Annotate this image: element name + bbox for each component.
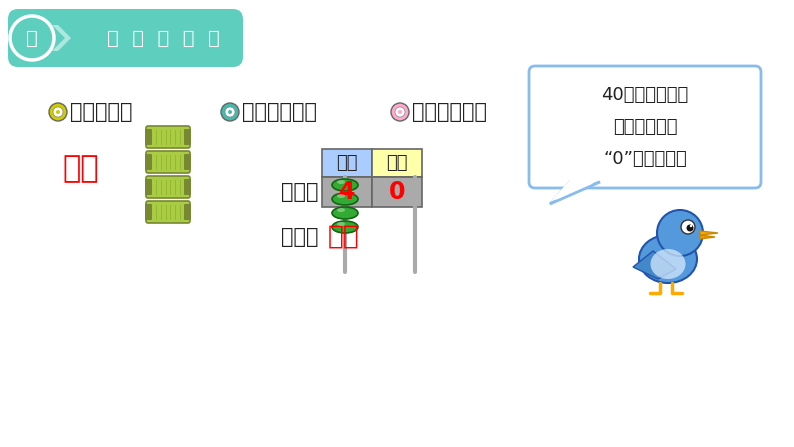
FancyBboxPatch shape (372, 177, 422, 207)
Text: 读作：: 读作： (280, 227, 318, 247)
Text: 有二十七粒，: 有二十七粒， (242, 102, 317, 122)
Ellipse shape (332, 221, 358, 233)
Ellipse shape (337, 194, 345, 198)
Ellipse shape (332, 179, 358, 191)
FancyBboxPatch shape (184, 129, 191, 145)
Text: 4: 4 (339, 180, 355, 204)
FancyBboxPatch shape (322, 177, 372, 207)
Ellipse shape (337, 208, 345, 212)
Circle shape (53, 107, 63, 117)
FancyBboxPatch shape (184, 179, 191, 195)
Ellipse shape (650, 249, 685, 279)
Text: 珠子都没有，: 珠子都没有， (613, 118, 677, 136)
Text: 一: 一 (26, 29, 38, 47)
Circle shape (225, 107, 235, 117)
FancyBboxPatch shape (8, 9, 243, 67)
FancyBboxPatch shape (322, 149, 372, 177)
Ellipse shape (337, 180, 345, 184)
Text: 一  探  究  新  知: 一 探 究 新 知 (106, 29, 219, 47)
Circle shape (395, 107, 405, 117)
FancyBboxPatch shape (145, 154, 152, 170)
Ellipse shape (337, 222, 345, 226)
FancyBboxPatch shape (146, 126, 190, 148)
Circle shape (10, 16, 54, 60)
Polygon shape (52, 25, 71, 51)
Circle shape (49, 103, 67, 121)
Polygon shape (633, 251, 676, 279)
Circle shape (398, 110, 402, 114)
Circle shape (56, 110, 60, 114)
Text: 40的个位上一个: 40的个位上一个 (601, 86, 688, 104)
Polygon shape (700, 235, 715, 239)
FancyBboxPatch shape (529, 66, 761, 188)
Text: 四十: 四十 (328, 224, 360, 250)
FancyBboxPatch shape (372, 149, 422, 177)
FancyBboxPatch shape (184, 154, 191, 170)
Polygon shape (700, 231, 718, 235)
Circle shape (681, 220, 695, 234)
Text: 有三十三粒。: 有三十三粒。 (412, 102, 487, 122)
Text: 有四十粒，: 有四十粒， (70, 102, 133, 122)
Text: 十位: 十位 (336, 154, 358, 172)
FancyBboxPatch shape (146, 151, 190, 173)
Text: 0: 0 (389, 180, 405, 204)
Text: 四十: 四十 (62, 155, 98, 184)
Polygon shape (550, 180, 600, 202)
Text: 写作：: 写作： (280, 182, 318, 202)
Circle shape (391, 103, 409, 121)
FancyBboxPatch shape (184, 204, 191, 220)
Text: “0”不写行吗？: “0”不写行吗？ (603, 150, 687, 168)
Circle shape (690, 225, 692, 227)
Ellipse shape (332, 207, 358, 219)
FancyBboxPatch shape (145, 204, 152, 220)
Polygon shape (550, 182, 600, 204)
Circle shape (228, 110, 232, 114)
Ellipse shape (639, 235, 697, 283)
FancyBboxPatch shape (145, 129, 152, 145)
Ellipse shape (332, 193, 358, 205)
FancyBboxPatch shape (145, 179, 152, 195)
Circle shape (657, 210, 703, 256)
Circle shape (687, 224, 693, 232)
Text: 个位: 个位 (386, 154, 408, 172)
FancyBboxPatch shape (146, 176, 190, 198)
Circle shape (221, 103, 239, 121)
FancyBboxPatch shape (146, 201, 190, 223)
